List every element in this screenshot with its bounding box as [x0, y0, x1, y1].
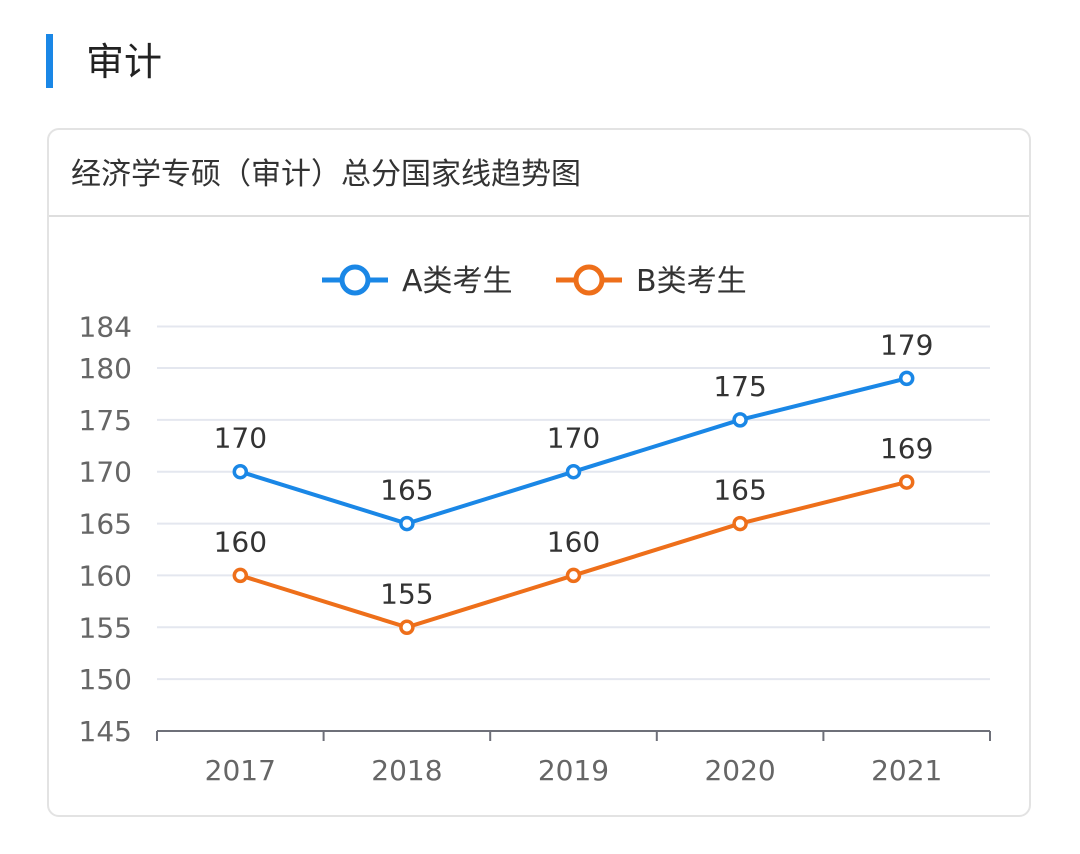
data-label: 155 — [380, 577, 433, 610]
section-title: 审计 — [86, 40, 163, 84]
data-point — [732, 515, 748, 532]
data-point — [898, 474, 915, 490]
y-tick-label: 150 — [79, 663, 132, 696]
y-tick-label: 160 — [79, 559, 132, 592]
legend-marker-icon — [573, 264, 605, 296]
data-point — [399, 619, 415, 636]
data-point — [232, 567, 249, 584]
legend-label: B类考生 — [636, 264, 747, 299]
data-label: 165 — [713, 474, 766, 507]
y-tick-label: 145 — [79, 715, 132, 748]
section-accent-bar — [46, 34, 53, 88]
data-point — [732, 412, 748, 428]
legend-label: A类考生 — [402, 264, 513, 299]
chart-card: 经济学专硕（审计）总分国家线趋势图 — [47, 128, 1031, 817]
data-label: 160 — [214, 525, 267, 558]
chart-title: 经济学专硕（审计）总分国家线趋势图 — [49, 130, 1029, 217]
data-point — [565, 567, 582, 584]
y-tick-label: 165 — [79, 508, 132, 541]
data-point — [399, 515, 415, 532]
data-label: 175 — [713, 370, 766, 403]
data-label: 169 — [880, 432, 933, 465]
y-tick-label: 180 — [79, 352, 132, 385]
legend-marker-icon — [339, 264, 371, 296]
x-tick-label: 2017 — [205, 754, 276, 787]
data-label: 179 — [880, 328, 933, 361]
y-tick-label: 170 — [79, 456, 132, 489]
y-tick-label: 175 — [79, 404, 132, 437]
x-tick-label: 2019 — [538, 754, 609, 787]
data-label: 170 — [547, 422, 600, 455]
x-tick-label: 2021 — [871, 754, 942, 787]
data-label: 160 — [547, 525, 600, 558]
y-tick-label: 155 — [79, 611, 132, 644]
data-label: 165 — [380, 474, 433, 507]
data-point — [565, 463, 582, 480]
data-point — [232, 463, 249, 480]
data-point — [898, 370, 915, 387]
data-label: 170 — [214, 422, 267, 455]
y-tick-label: 184 — [79, 311, 132, 344]
x-tick-label: 2020 — [704, 754, 775, 787]
x-tick-label: 2018 — [371, 754, 442, 787]
